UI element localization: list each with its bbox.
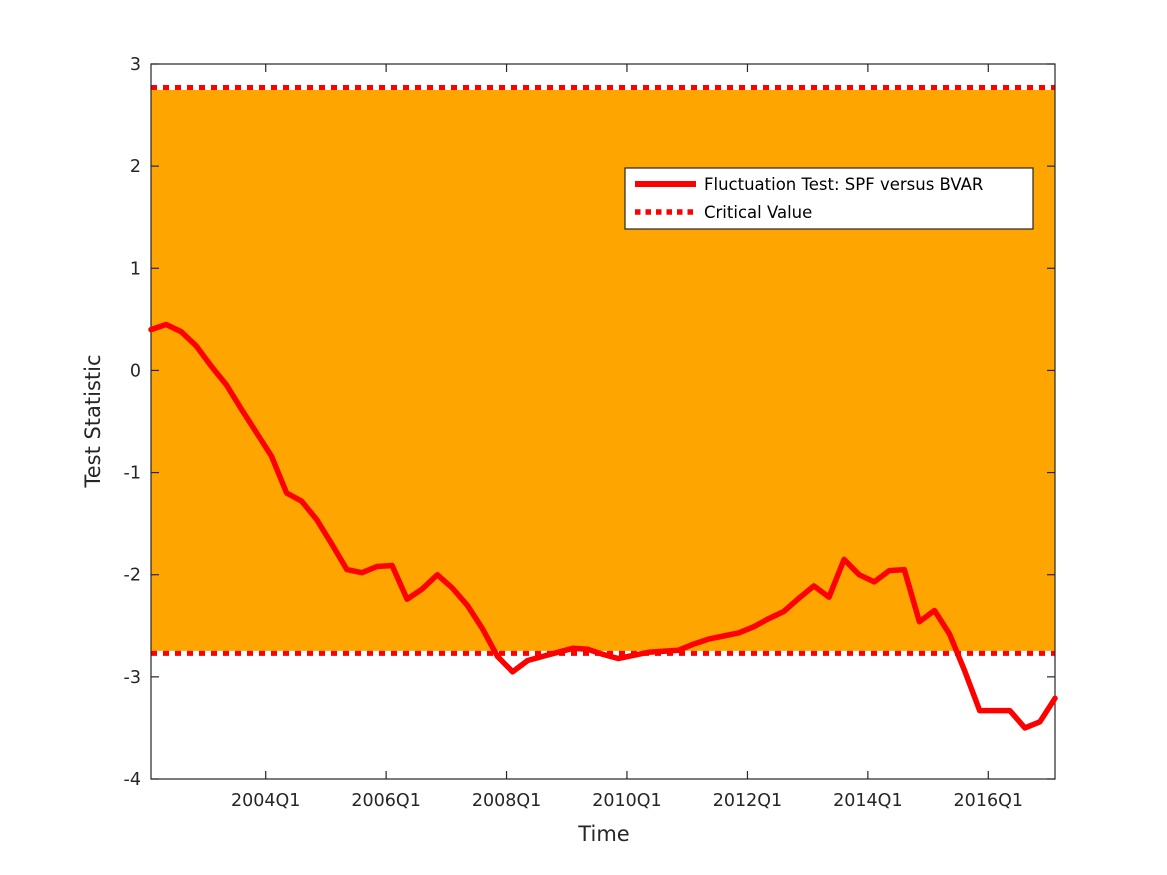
legend-box xyxy=(624,167,1034,230)
legend: Fluctuation Test: SPF versus BVAR Critic… xyxy=(624,167,1034,230)
legend-label-fluctuation-test: Fluctuation Test: SPF versus BVAR xyxy=(704,175,983,194)
y-tick-label: 2 xyxy=(130,157,141,177)
x-tick-label: 2016Q1 xyxy=(954,791,1023,811)
axes-box xyxy=(150,63,1056,780)
x-tick-label: 2004Q1 xyxy=(231,791,300,811)
x-tick-label: 2014Q1 xyxy=(833,791,902,811)
x-tick-label: 2012Q1 xyxy=(713,791,782,811)
tick-labels: 3 2 1 0 -1 -2 -3 -4 2004Q1 2006Q1 2008Q1 2010Q1 2012… xyxy=(124,55,1023,811)
y-tick-label: -3 xyxy=(124,668,141,688)
x-tick-label: 2010Q1 xyxy=(592,791,661,811)
y-tick-label: -4 xyxy=(124,770,141,790)
fluctuation-test-line xyxy=(148,321,1058,731)
y-axis-label: Test Statistic xyxy=(81,354,105,488)
y-tick-label: 0 xyxy=(130,361,141,381)
x-tick-label: 2008Q1 xyxy=(472,791,541,811)
y-tick-label: 1 xyxy=(130,259,141,279)
legend-label-critical-value: Critical Value xyxy=(704,203,812,222)
y-tick-label: -1 xyxy=(124,464,141,484)
tick-marks xyxy=(151,63,1055,780)
x-tick-label: 2006Q1 xyxy=(351,791,420,811)
y-tick-label: -2 xyxy=(124,566,141,586)
x-axis-label: Time xyxy=(577,822,629,846)
y-tick-label: 3 xyxy=(130,55,141,75)
